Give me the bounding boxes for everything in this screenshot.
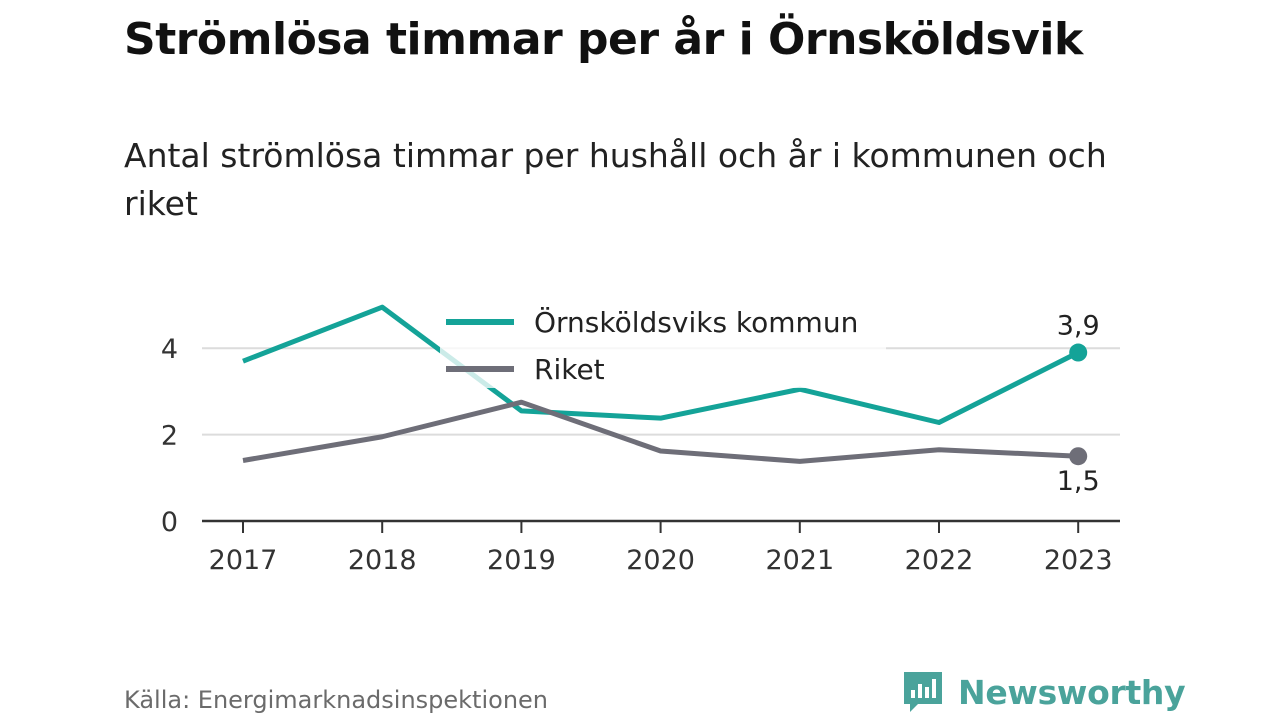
x-axis: 2017 2018 2019 2020 2021 2022 2023 (202, 519, 1120, 576)
data-label: 3,9 (1057, 311, 1100, 342)
chart-subtitle: Antal strömlösa timmar per hushåll och å… (124, 136, 1107, 223)
y-tick-label: 2 (161, 421, 178, 452)
legend: Örnsköldsviks kommun Riket (440, 296, 886, 388)
x-tick-label: 2022 (905, 545, 974, 576)
x-tick-label: 2020 (626, 545, 695, 576)
x-tick-label: 2021 (765, 545, 834, 576)
series-end-point (1069, 447, 1088, 466)
series-line-riket (242, 399, 1079, 464)
x-tick-label: 2023 (1044, 545, 1113, 576)
chart-title: Strömlösa timmar per år i Örnsköldsvik (124, 14, 1083, 65)
y-tick-label: 0 (161, 507, 178, 538)
newsworthy-logo-icon (904, 672, 942, 712)
x-tick-label: 2019 (487, 545, 556, 576)
series-group (242, 304, 1088, 466)
data-label: 1,5 (1057, 466, 1100, 497)
brand-name: Newsworthy (958, 672, 1186, 712)
x-tick-label: 2018 (348, 545, 417, 576)
legend-label: Örnsköldsviks kommun (534, 305, 858, 339)
y-tick-label: 4 (161, 334, 178, 365)
series-end-point (1069, 343, 1088, 362)
legend-backdrop (440, 296, 886, 388)
x-tick-label: 2017 (209, 545, 278, 576)
brand-logo: Newsworthy (902, 670, 1186, 714)
series-line-kommun (242, 304, 1080, 426)
source-note: Källa: Energimarknadsinspektionen (124, 686, 549, 714)
legend-label: Riket (534, 353, 605, 386)
